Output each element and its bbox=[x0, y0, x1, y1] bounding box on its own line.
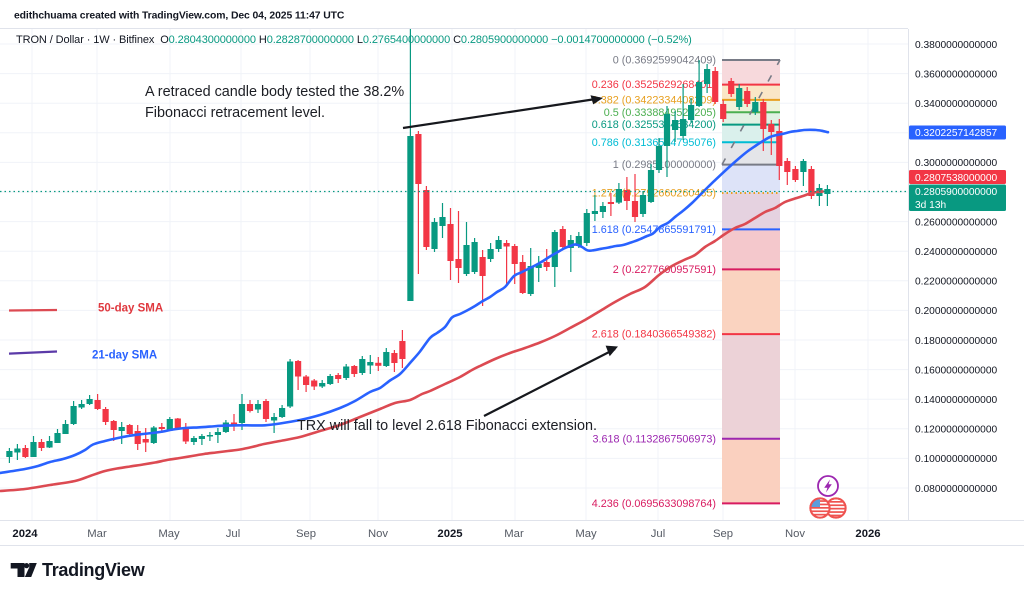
svg-text:Jul: Jul bbox=[226, 528, 240, 540]
svg-text:TradingView: TradingView bbox=[42, 560, 146, 580]
svg-text:Fibonacci retracement level.: Fibonacci retracement level. bbox=[145, 105, 325, 121]
svg-text:Mar: Mar bbox=[504, 528, 524, 540]
svg-text:Sep: Sep bbox=[296, 528, 316, 540]
svg-text:0.1400000000000: 0.1400000000000 bbox=[915, 395, 997, 406]
svg-text:4.236 (0.0695633098764): 4.236 (0.0695633098764) bbox=[592, 498, 716, 510]
svg-text:0.1600000000000: 0.1600000000000 bbox=[915, 365, 997, 376]
svg-text:0.618 (0.3255364634200): 0.618 (0.3255364634200) bbox=[592, 119, 716, 131]
svg-text:Jul: Jul bbox=[651, 528, 665, 540]
svg-text:0.3600000000000: 0.3600000000000 bbox=[915, 69, 997, 80]
svg-text:0.5 (0.3338849521205): 0.5 (0.3338849521205) bbox=[604, 107, 716, 119]
svg-text:0.0800000000000: 0.0800000000000 bbox=[915, 484, 997, 495]
svg-text:0.3000000000000: 0.3000000000000 bbox=[915, 158, 997, 169]
svg-text:May: May bbox=[575, 528, 597, 540]
svg-text:1 (0.2985100000000): 1 (0.2985100000000) bbox=[613, 159, 716, 171]
svg-text:0.2807538000000: 0.2807538000000 bbox=[915, 173, 997, 184]
svg-text:TRX will fall to level 2.618 F: TRX will fall to level 2.618 Fibonacci e… bbox=[297, 418, 597, 434]
svg-text:0.3800000000000: 0.3800000000000 bbox=[915, 40, 997, 51]
svg-text:50-day SMA: 50-day SMA bbox=[98, 303, 163, 315]
svg-text:edithchuama created with Tradi: edithchuama created with TradingView.com… bbox=[14, 11, 345, 22]
svg-text:May: May bbox=[158, 528, 180, 540]
svg-text:2026: 2026 bbox=[855, 528, 880, 540]
svg-text:A retraced candle body tested: A retraced candle body tested the 38.2% bbox=[145, 84, 404, 100]
svg-text:0.3202257142857: 0.3202257142857 bbox=[915, 128, 997, 139]
svg-text:0.2400000000000: 0.2400000000000 bbox=[915, 247, 997, 258]
svg-text:0.1800000000000: 0.1800000000000 bbox=[915, 336, 997, 347]
svg-text:0.2000000000000: 0.2000000000000 bbox=[915, 306, 997, 317]
svg-text:0.2805900000000: 0.2805900000000 bbox=[915, 187, 997, 198]
svg-text:Mar: Mar bbox=[87, 528, 107, 540]
svg-text:3d 13h: 3d 13h bbox=[915, 200, 946, 211]
svg-text:0 (0.3692599042409): 0 (0.3692599042409) bbox=[613, 55, 716, 67]
svg-text:2024: 2024 bbox=[12, 528, 38, 540]
svg-text:0.236 (0.3525629268401): 0.236 (0.3525629268401) bbox=[592, 79, 716, 91]
svg-text:TRON / Dollar · 1W · Bitfinex: TRON / Dollar · 1W · Bitfinex O0.2804300… bbox=[16, 34, 692, 46]
svg-text:Sep: Sep bbox=[713, 528, 733, 540]
svg-text:0.1200000000000: 0.1200000000000 bbox=[915, 425, 997, 436]
svg-text:0.2600000000000: 0.2600000000000 bbox=[915, 217, 997, 228]
svg-text:1.618 (0.2547865591791): 1.618 (0.2547865591791) bbox=[592, 224, 716, 236]
svg-text:0.1000000000000: 0.1000000000000 bbox=[915, 454, 997, 465]
svg-text:2025: 2025 bbox=[437, 528, 462, 540]
svg-text:Nov: Nov bbox=[368, 528, 388, 540]
svg-text:Nov: Nov bbox=[785, 528, 805, 540]
svg-text:0.3400000000000: 0.3400000000000 bbox=[915, 99, 997, 110]
svg-text:0.382 (0.3422334408209): 0.382 (0.3422334408209) bbox=[592, 95, 716, 107]
svg-text:0.2200000000000: 0.2200000000000 bbox=[915, 277, 997, 288]
svg-text:2.618 (0.1840366549382): 2.618 (0.1840366549382) bbox=[592, 329, 716, 341]
svg-text:0.786 (0.3136504795076): 0.786 (0.3136504795076) bbox=[592, 137, 716, 149]
svg-text:3.618 (0.1132867506973): 3.618 (0.1132867506973) bbox=[593, 433, 716, 445]
svg-text:21-day SMA: 21-day SMA bbox=[92, 350, 157, 362]
